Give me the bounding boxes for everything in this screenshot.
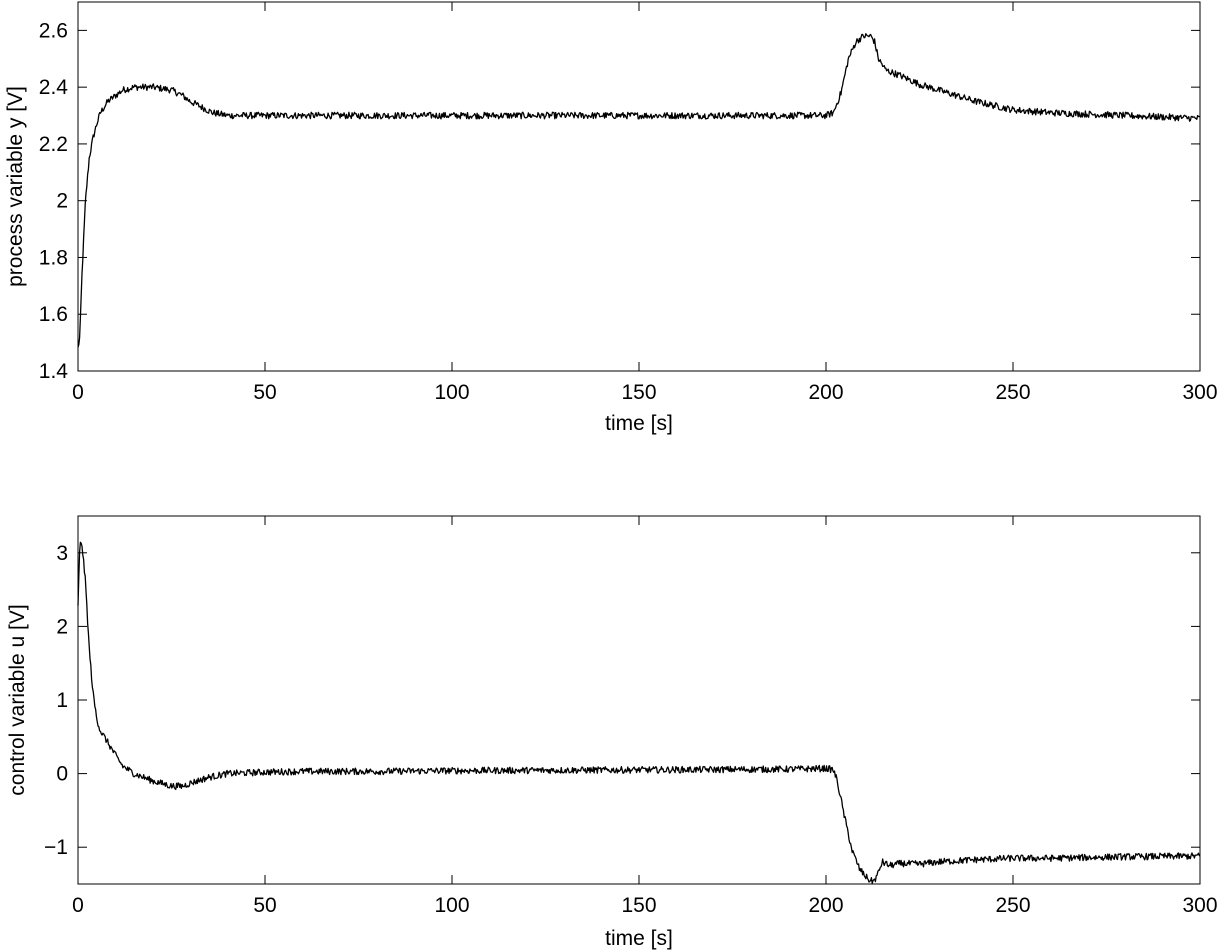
x-axis-label: time [s]: [605, 412, 673, 435]
y-tick-label: 1.6: [39, 303, 68, 326]
y-axis-label: process variable y [V]: [4, 86, 27, 287]
x-tick-label: 150: [621, 894, 656, 917]
y-tick-label: 0: [56, 763, 68, 786]
y-tick-label: 2.4: [39, 76, 69, 99]
x-tick-label: 300: [1182, 381, 1217, 404]
y-tick-label: 2: [56, 190, 68, 213]
x-tick-label: 0: [72, 381, 84, 404]
x-tick-label: 50: [253, 381, 276, 404]
axes-box: [77, 515, 1201, 885]
x-tick-label: 100: [434, 381, 469, 404]
y-tick-label: 2.6: [39, 19, 68, 42]
u-plot: 0 50 100 150 200 250 300 −1 0 1 2 3 time [s] control …: [6, 515, 1218, 950]
y-tick-label: −1: [44, 836, 68, 859]
y-tick-label: 2: [56, 615, 68, 638]
y-tick-label: 1: [56, 689, 68, 712]
y-tick-label: 2.2: [39, 133, 68, 156]
series-line: [77, 33, 1201, 348]
x-axis-label: time [s]: [605, 927, 673, 950]
x-tick-label: 250: [995, 894, 1030, 917]
x-tick-label: 0: [72, 894, 84, 917]
x-tick-label: 200: [808, 894, 843, 917]
x-tick-label: 100: [434, 894, 469, 917]
y-tick-label: 3: [56, 542, 68, 565]
axes-box: [77, 1, 1201, 372]
y-tick-label: 1.8: [39, 246, 68, 269]
y-plot: 0 50 100 150 200 250 300 1.4 1.6 1.8 2 2.2 2.4 2.6 tim…: [4, 1, 1218, 435]
series-line: [77, 541, 1201, 885]
x-tick-label: 250: [995, 381, 1030, 404]
x-tick-label: 150: [621, 381, 656, 404]
y-axis-label: control variable u [V]: [6, 604, 29, 795]
x-tick-label: 300: [1182, 894, 1217, 917]
x-tick-label: 50: [253, 894, 276, 917]
x-tick-label: 200: [808, 381, 843, 404]
y-tick-label: 1.4: [39, 360, 69, 383]
